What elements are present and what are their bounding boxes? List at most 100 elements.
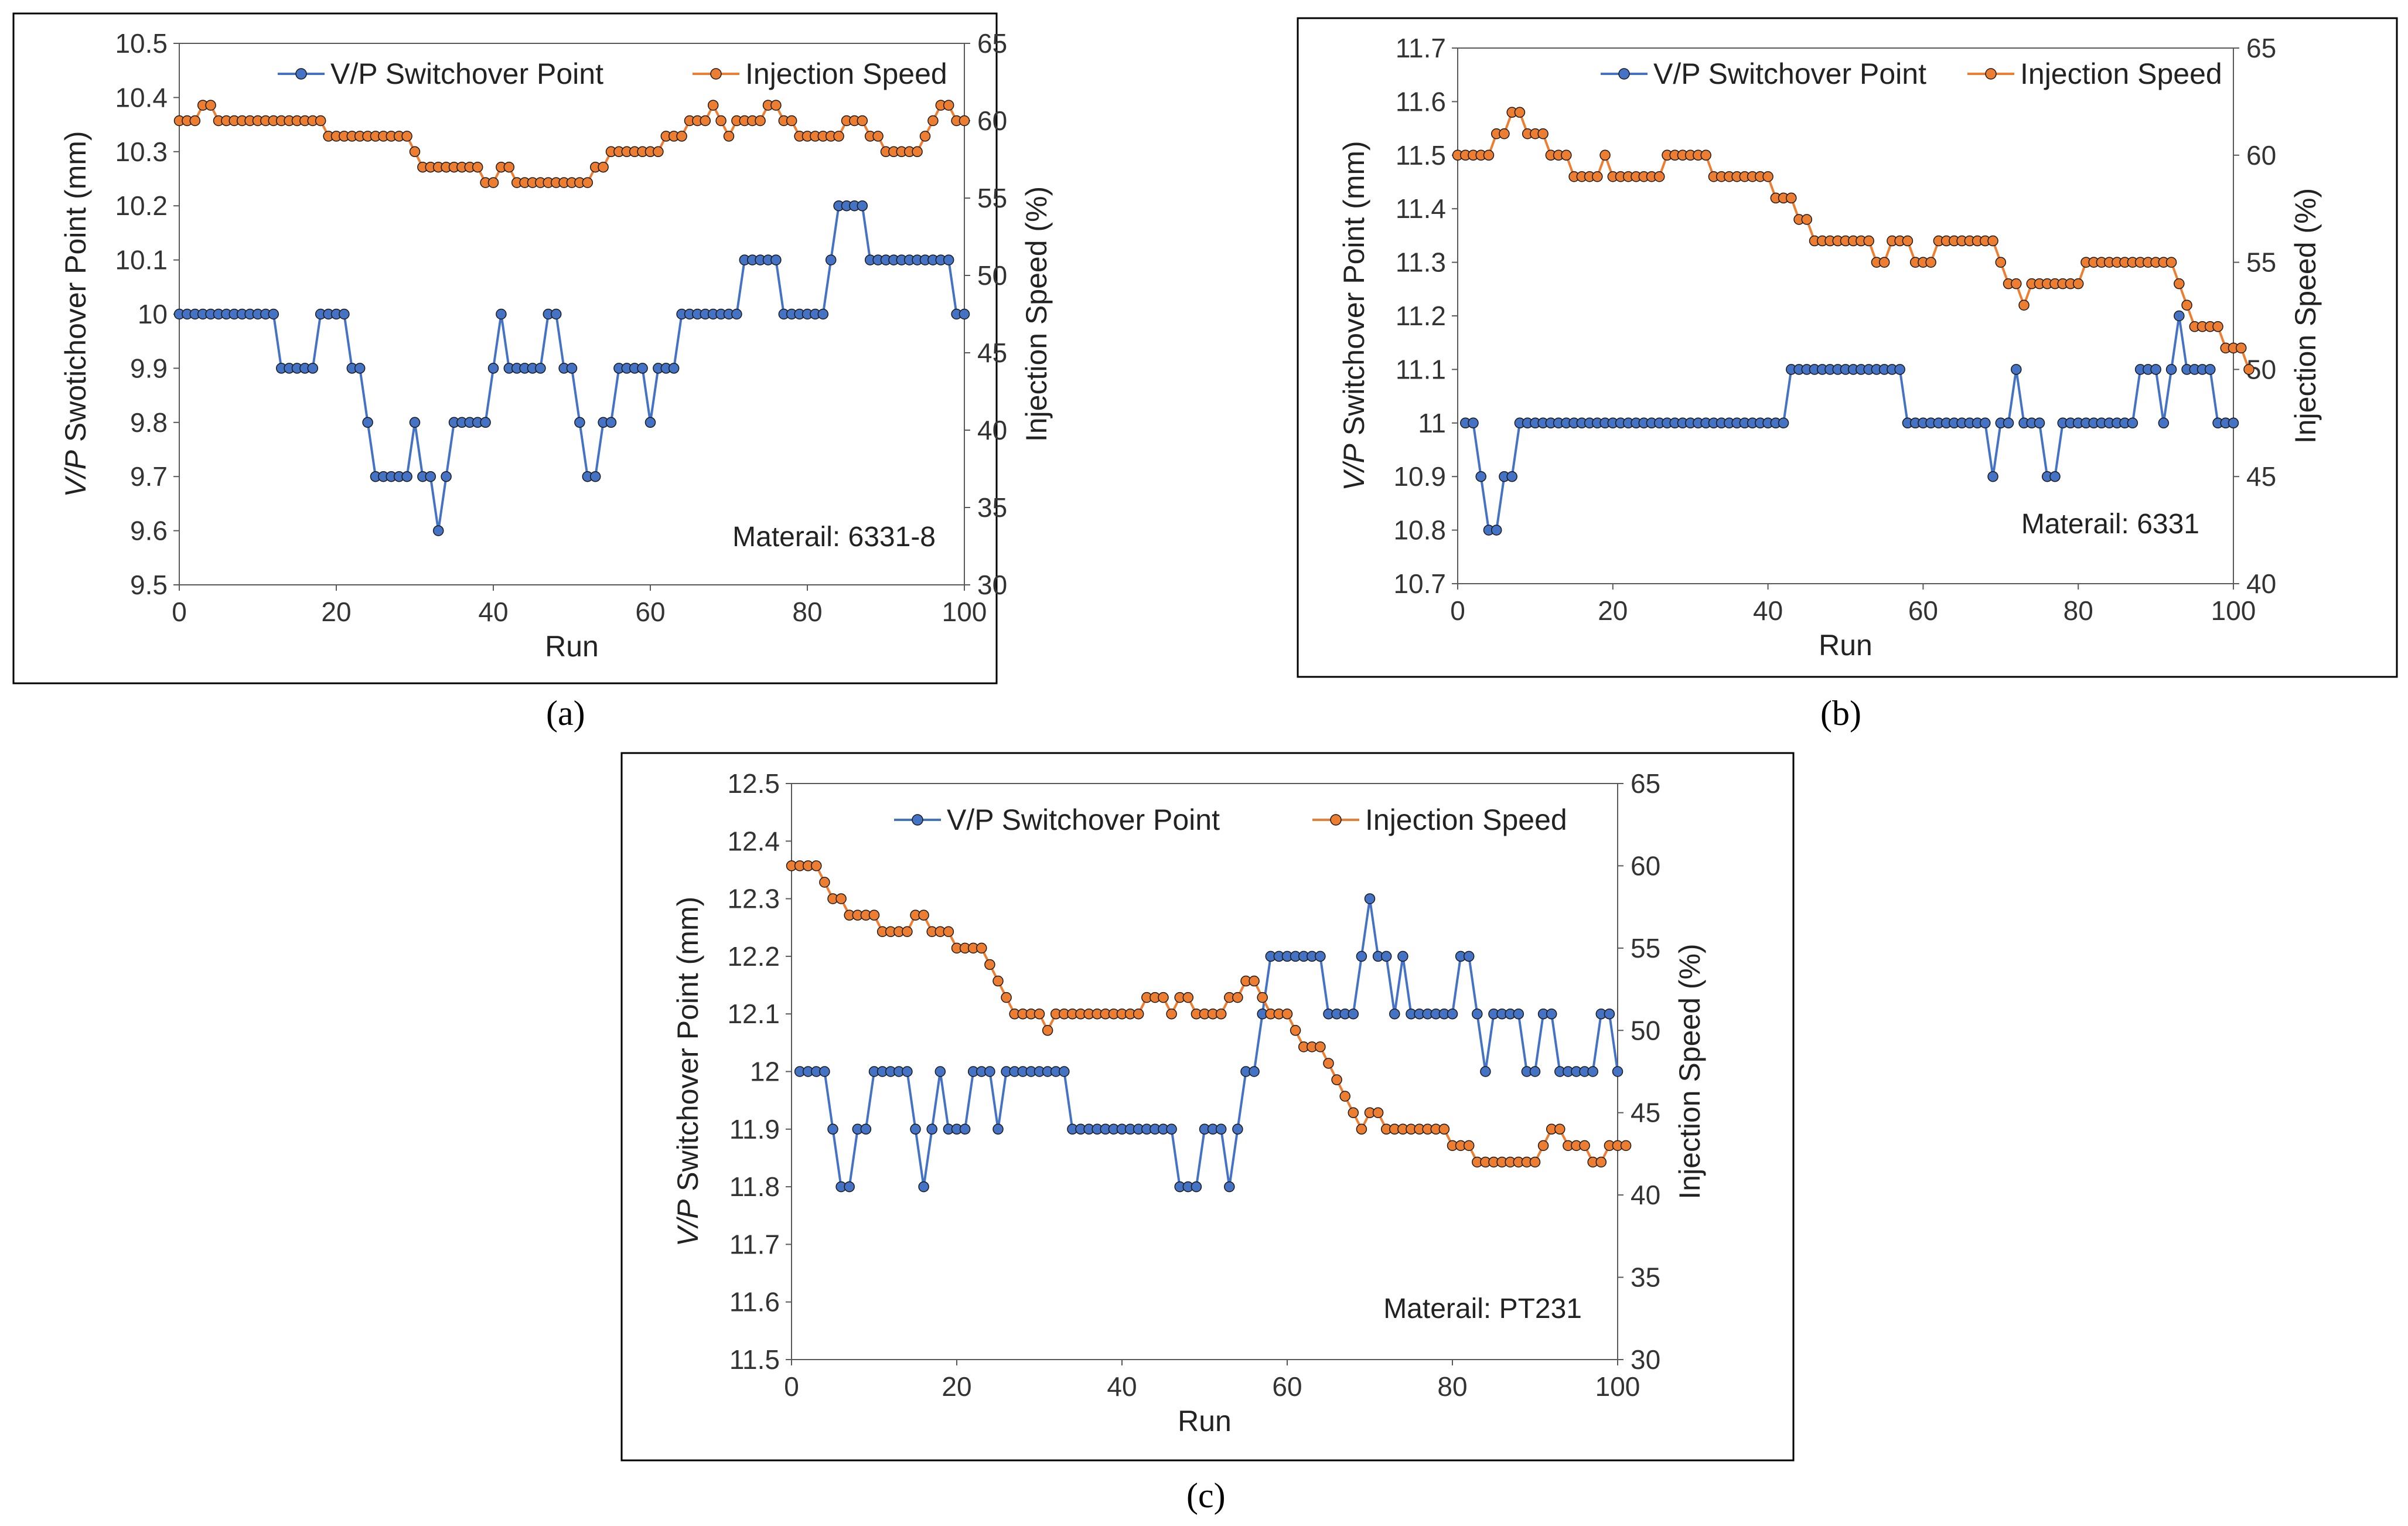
y2-tick-label: 35 [1631,1262,1660,1293]
speed-point [1315,1041,1326,1052]
vp-point [992,1123,1004,1135]
legend-marker [912,814,923,826]
vp-point [1980,417,1991,429]
vp-point [1468,417,1479,429]
speed-point [811,860,822,871]
x-tick-label: 60 [635,597,665,627]
vp-point [1380,951,1392,962]
speed-point [653,146,664,158]
vp-point [1480,1066,1491,1077]
y-tick-label: 12.3 [727,884,780,914]
speed-point [833,131,844,142]
vp-point [860,1123,872,1135]
vp-point [589,471,601,482]
legend-marker [295,68,307,80]
vp-point [1447,1008,1458,1020]
speed-point [2174,278,2185,289]
legend-label: V/P Switchover Point [330,57,603,90]
legend-label: V/P Switchover Point [947,803,1220,836]
speed-point [1483,149,1495,161]
speed-point [2018,299,2030,311]
y-tick-label: 11.2 [1396,301,1446,331]
x-tick-label: 60 [1272,1371,1302,1402]
legend-marker [1330,814,1342,826]
vp-point [827,1123,838,1135]
y-axis-label: V/P Swotichover Point (mm) [59,131,92,497]
y2-tick-label: 60 [2246,140,2276,171]
speed-point [1595,1156,1607,1168]
y-tick-label: 10.1 [115,245,168,275]
y2-tick-label: 30 [977,570,1007,600]
series-vp-switchover [173,200,970,536]
vp-point [1612,1066,1623,1077]
vp-point [1224,1181,1235,1193]
x-tick-label: 40 [478,597,508,627]
speed-point [1034,1008,1045,1020]
speed-point [1762,171,1773,182]
y-tick-label: 9.7 [130,461,168,492]
y-tick-label: 10 [138,299,168,329]
x-tick-label: 60 [1908,595,1938,626]
y-tick-label: 11.3 [1396,247,1446,278]
speed-point [1801,214,1813,225]
speed-point [1579,1140,1590,1152]
vp-point [1215,1123,1227,1135]
x-tick-label: 20 [942,1371,971,1402]
caption-b: (b) [1820,694,1861,733]
vp-point [432,525,444,536]
caption-a: (a) [546,694,585,733]
x-tick-label: 40 [1753,595,1783,626]
x-tick-label: 100 [2211,595,2256,626]
x-tick-label: 0 [1450,595,1465,626]
vp-point [2127,417,2138,429]
speed-point [1001,992,1012,1003]
speed-point [1995,257,2007,268]
vp-point [817,308,829,320]
y-tick-label: 11.9 [729,1114,780,1144]
speed-point [1554,1123,1565,1135]
speed-point [1182,992,1194,1003]
vp-point [1472,1008,1483,1020]
speed-point [598,161,609,173]
series-vp-switchover [1459,310,2239,536]
vp-point [2034,417,2045,429]
speed-point [770,100,782,111]
speed-point [1514,107,1526,118]
speed-point [1348,1107,1359,1118]
series-injection-speed [173,100,970,188]
y-tick-label: 11.4 [1396,193,1446,224]
y2-tick-label: 55 [977,183,1007,213]
vp-point [487,363,499,374]
speed-point [755,115,766,127]
vp-point [2165,364,2177,375]
vp-point [1315,951,1326,962]
speed-point [918,910,929,921]
speed-point [1249,975,1260,987]
y-tick-label: 10.8 [1393,515,1446,546]
vp-point [1587,1066,1598,1077]
speed-point [1166,1008,1177,1020]
vp-point [668,363,680,374]
legend: V/P Switchover Point Injection Speed [278,57,947,90]
vp-point [959,308,970,320]
speed-point [1786,192,1797,204]
material-annotation: Materail: 6331 [2021,509,2199,540]
x-tick-label: 100 [942,597,987,627]
vp-point [480,417,491,428]
speed-point [1599,149,1611,161]
y-tick-label: 12.1 [727,999,780,1029]
vp-point [644,417,656,428]
y2-tick-label: 35 [977,492,1007,523]
speed-point [1232,992,1243,1003]
x-tick-label: 0 [172,597,187,627]
speed-point [1620,1140,1632,1152]
speed-point [1281,1008,1293,1020]
vp-point [1513,1008,1524,1020]
vp-point [307,363,319,374]
y-tick-label: 12.5 [727,768,780,799]
speed-point [1331,1074,1342,1085]
vp-point [550,308,562,320]
vp-point [1249,1066,1260,1077]
vp-point [731,308,742,320]
x-tick-label: 20 [1598,595,1628,626]
